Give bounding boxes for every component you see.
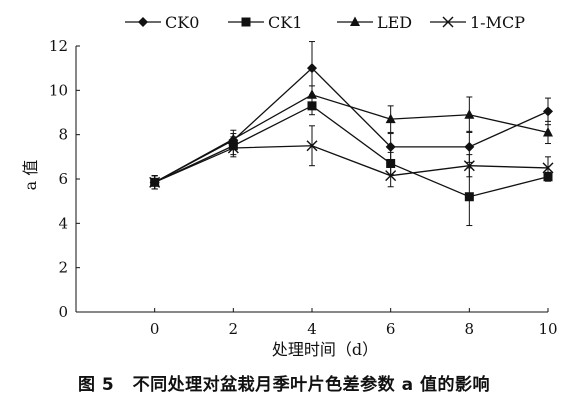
series-line-1-mcp [154, 145, 549, 183]
data-point-ck0 [543, 106, 553, 117]
legend-marker [350, 16, 360, 26]
data-point-led [228, 133, 239, 144]
data-point-led [464, 109, 475, 119]
data-point-ck1 [386, 158, 396, 168]
x-tick-label: 8 [465, 320, 475, 338]
x-marker-stroke [542, 162, 554, 174]
legend-label: 1-MCP [470, 13, 525, 32]
figure-title: 不同处理对盆栽月季叶片色差参数 a 值的影响 [132, 375, 490, 395]
data-point-1-mcp [385, 170, 397, 182]
data-point-1-mcp [463, 160, 475, 172]
legend-label: CK0 [165, 13, 199, 32]
x-tick-label: 4 [307, 320, 317, 338]
figure-number: 图 5 [78, 375, 115, 395]
legend-item-led: LED [337, 13, 412, 32]
series-line-ck0 [154, 67, 549, 183]
chart-svg: CK0 CK1 LED 1-MCP 0 2 4 6 8 10 12 0 2 4 6 8 10 a 值 处理时… [21, 13, 558, 359]
x-tick-label: 2 [229, 320, 239, 338]
x-marker-stroke [149, 176, 161, 188]
data-point-1-mcp [227, 142, 239, 154]
data-point-1-mcp [542, 162, 554, 174]
legend-marker [138, 17, 148, 27]
x-marker-stroke [306, 140, 318, 152]
y-tick-label: 4 [58, 214, 68, 232]
legend-item-ck1: CK1 [228, 13, 302, 32]
legend-marker [241, 17, 251, 27]
y-tick-label: 8 [58, 126, 68, 144]
data-point-led [385, 113, 396, 124]
y-tick-label: 0 [58, 303, 68, 321]
data-point-ck0 [464, 141, 475, 152]
data-point-ck1 [307, 101, 317, 111]
figure-caption: 图 5 不同处理对盆栽月季叶片色差参数 a 值的影响 [0, 370, 568, 395]
data-point-ck1 [543, 172, 553, 182]
legend-label: CK1 [268, 13, 302, 32]
data-point-ck0 [385, 141, 396, 152]
data-point-ck1 [228, 141, 238, 151]
series-lines [154, 67, 549, 198]
data-point-led [307, 89, 317, 99]
data-point-ck1 [464, 192, 474, 202]
x-marker-stroke [442, 16, 454, 28]
data-point-1-mcp [149, 176, 161, 188]
x-marker-stroke [227, 142, 239, 154]
legend-item-1-mcp: 1-MCP [430, 13, 525, 32]
data-point-1-mcp [306, 140, 318, 152]
y-axis-label: a 值 [21, 160, 40, 191]
legend: CK0 CK1 LED 1-MCP [125, 13, 525, 32]
x-axis-label: 处理时间（d） [272, 340, 378, 359]
y-tick-label: 10 [49, 81, 68, 99]
legend-item-ck0: CK0 [125, 13, 199, 32]
y-tick-label: 12 [49, 37, 68, 55]
y-ticks: 0 2 4 6 8 10 12 [49, 37, 80, 321]
series-markers [149, 63, 554, 202]
x-marker-stroke [385, 170, 397, 182]
data-point-ck0 [307, 63, 317, 74]
x-ticks: 0 2 4 6 8 10 [150, 308, 558, 338]
legend-marker [442, 16, 454, 28]
series-line-led [154, 94, 549, 183]
error-bars [151, 41, 551, 227]
x-tick-label: 6 [386, 320, 396, 338]
x-tick-label: 10 [538, 320, 557, 338]
x-tick-label: 0 [150, 320, 160, 338]
series-line-ck1 [154, 105, 549, 198]
legend-label: LED [377, 13, 412, 32]
data-point-led [543, 126, 553, 137]
x-marker-stroke [463, 160, 475, 172]
y-tick-label: 2 [58, 259, 68, 277]
y-tick-label: 6 [58, 170, 68, 188]
